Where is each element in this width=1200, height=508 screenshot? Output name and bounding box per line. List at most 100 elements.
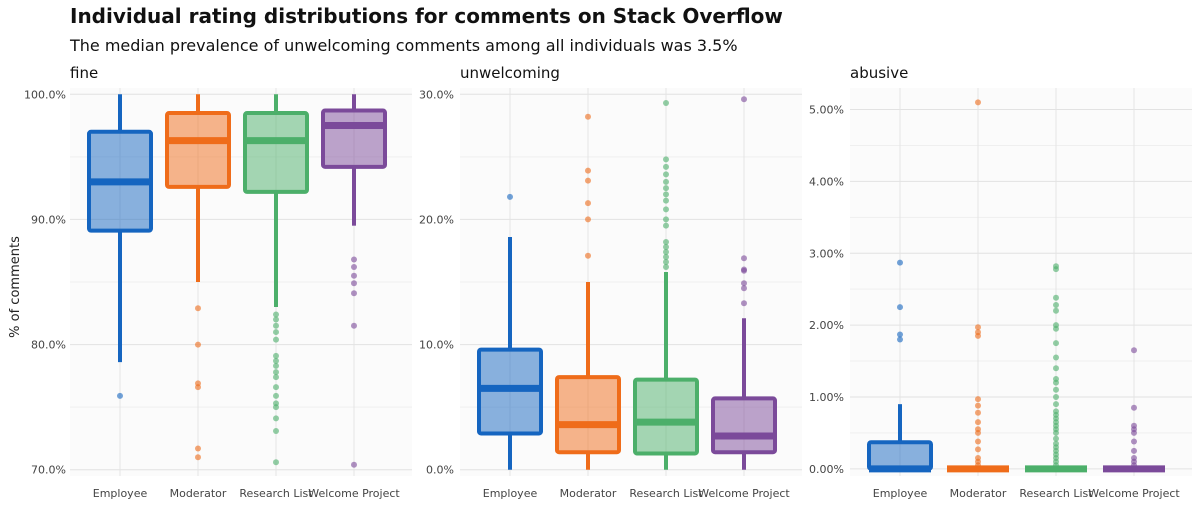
outlier-point: [585, 252, 591, 259]
x-tick-label: Research List: [629, 487, 703, 500]
panel-title: fine: [70, 64, 98, 82]
outlier-point: [663, 163, 669, 170]
y-tick-label: 100.0%: [24, 88, 66, 101]
outlier-point: [273, 311, 279, 318]
panel-title: unwelcoming: [460, 64, 560, 82]
box-welcome-project: [1103, 347, 1165, 473]
box-moderator: [165, 94, 231, 461]
outlier-point: [195, 341, 201, 348]
outlier-point: [897, 336, 903, 343]
outlier-point: [1053, 354, 1059, 361]
box-welcome-project: [321, 94, 387, 468]
x-tick-label: Employee: [873, 487, 928, 500]
outlier-point: [663, 222, 669, 229]
panel-fine: 70.0% 80.0% 90.0% 100.0% fine Employee Moderat…: [24, 64, 412, 500]
box-body: [555, 375, 621, 455]
outlier-point: [741, 96, 747, 103]
outlier-point: [351, 322, 357, 329]
outlier-point: [273, 316, 279, 323]
outlier-point: [741, 255, 747, 262]
outlier-point: [273, 384, 279, 391]
outlier-point: [975, 324, 981, 331]
outlier-point: [1053, 440, 1059, 447]
outlier-point: [273, 427, 279, 434]
y-tick-label: 90.0%: [31, 213, 66, 226]
outlier-point: [663, 185, 669, 192]
outlier-point: [117, 392, 123, 399]
outlier-point: [741, 300, 747, 307]
outlier-point: [897, 304, 903, 311]
outlier-point: [663, 216, 669, 223]
outlier-point: [663, 171, 669, 178]
outlier-point: [585, 167, 591, 174]
outlier-point: [663, 263, 669, 270]
outlier-point: [663, 258, 669, 265]
x-tick-label: Welcome Project: [698, 487, 790, 500]
outlier-point: [975, 99, 981, 106]
outlier-point: [975, 455, 981, 462]
box-body: [711, 396, 777, 455]
outlier-point: [273, 357, 279, 364]
outlier-point: [663, 238, 669, 245]
x-tick-label: Moderator: [560, 487, 617, 500]
outlier-point: [975, 438, 981, 445]
outlier-point: [1053, 376, 1059, 382]
box-research-list: [1025, 263, 1087, 473]
outlier-point: [351, 256, 357, 263]
outlier-point: [741, 266, 747, 273]
x-tick-label: Welcome Project: [1088, 487, 1180, 500]
outlier-point: [1053, 386, 1059, 393]
outlier-point: [351, 263, 357, 270]
box-moderator: [947, 99, 1009, 473]
outlier-point: [273, 336, 279, 343]
outlier-point: [975, 396, 981, 403]
outlier-point: [663, 248, 669, 255]
box-body: [867, 440, 933, 471]
outlier-point: [351, 461, 357, 468]
outlier-point: [1131, 347, 1137, 354]
outlier-point: [1131, 447, 1137, 454]
y-tick-label: 20.0%: [419, 213, 454, 226]
outlier-point: [585, 200, 591, 207]
y-tick-label: 10.0%: [419, 339, 454, 352]
outlier-point: [195, 384, 201, 391]
outlier-point: [975, 409, 981, 416]
outlier-point: [897, 259, 903, 266]
outlier-point: [1053, 435, 1059, 442]
outlier-point: [273, 329, 279, 336]
chart-title: Individual rating distributions for comm…: [70, 4, 783, 28]
outlier-point: [273, 404, 279, 411]
outlier-point: [975, 419, 981, 426]
box-employee: [867, 259, 933, 473]
outlier-point: [897, 331, 903, 338]
outlier-point: [195, 445, 201, 452]
y-tick-label: 4.00%: [809, 175, 844, 188]
y-tick-label: 30.0%: [419, 88, 454, 101]
x-tick-label: Research List: [239, 487, 313, 500]
y-tick-label: 1.00%: [809, 391, 844, 404]
outlier-point: [273, 374, 279, 381]
outlier-point: [741, 280, 747, 287]
outlier-point: [663, 253, 669, 260]
outlier-point: [351, 280, 357, 287]
outlier-point: [1053, 393, 1059, 400]
x-tick-label: Research List: [1019, 487, 1093, 500]
y-tick-label: 0.0%: [426, 464, 454, 477]
box-body: [243, 111, 309, 194]
x-tick-label: Moderator: [950, 487, 1007, 500]
x-tick-label: Welcome Project: [308, 487, 400, 500]
outlier-point: [1131, 422, 1137, 429]
outlier-point: [663, 243, 669, 250]
outlier-point: [273, 459, 279, 466]
outlier-point: [663, 156, 669, 163]
outlier-point: [1131, 438, 1137, 445]
y-tick-label: 2.00%: [809, 319, 844, 332]
chart-subtitle: The median prevalence of unwelcoming com…: [70, 36, 738, 55]
outlier-point: [663, 197, 669, 204]
outlier-point: [351, 272, 357, 279]
outlier-point: [351, 290, 357, 297]
outlier-point: [975, 329, 981, 336]
outlier-point: [1053, 307, 1059, 314]
outlier-point: [1053, 294, 1059, 301]
